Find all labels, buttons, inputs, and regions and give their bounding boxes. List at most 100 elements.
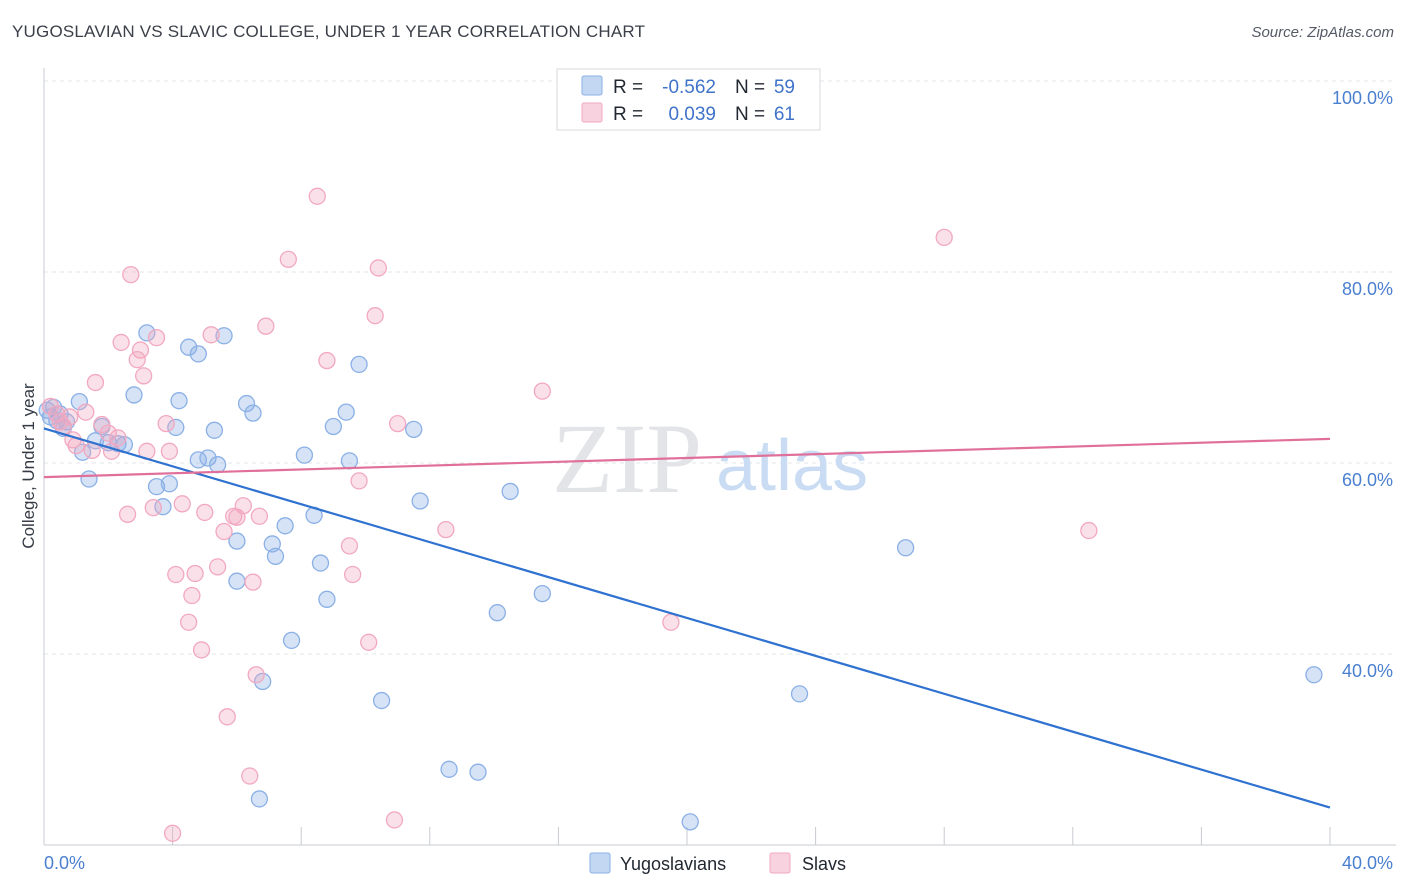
point-slavs [196, 503, 214, 522]
point-slavs [388, 414, 407, 433]
point-slavs [167, 565, 185, 584]
axes [43, 68, 1396, 846]
point-slavs [61, 408, 79, 426]
point-yugoslavians [228, 532, 246, 550]
point-slavs [318, 351, 336, 370]
point-yugoslavians [70, 392, 89, 411]
point-yugoslavians [790, 685, 809, 703]
y-tick-labels: 40.0% 60.0% 80.0% 100.0% [1332, 88, 1393, 681]
point-slavs [215, 522, 233, 541]
bottom-legend-label-yugoslavians: Yugoslavians [620, 854, 726, 874]
point-slavs [1080, 521, 1098, 540]
point-slavs [366, 307, 384, 325]
point-slavs [208, 558, 227, 576]
bottom-legend-swatch-yugoslavians [589, 852, 611, 874]
point-yugoslavians [411, 492, 429, 510]
point-slavs [51, 413, 69, 431]
point-yugoslavians [681, 813, 699, 831]
data-points [38, 187, 1323, 842]
point-yugoslavians [372, 691, 391, 710]
legend-r-value: 0.039 [668, 104, 716, 125]
point-slavs [160, 442, 179, 460]
y-tick-label: 40.0% [1342, 661, 1393, 681]
point-yugoslavians [311, 554, 330, 572]
point-slavs [109, 429, 127, 447]
series-yugoslavians [38, 324, 1323, 831]
point-slavs [533, 382, 551, 400]
series-slavs [41, 187, 1098, 842]
point-yugoslavians [228, 572, 246, 590]
bottom-legend-label-slavs: Slavs [802, 854, 846, 874]
point-yugoslavians [138, 324, 156, 342]
point-yugoslavians [208, 456, 227, 474]
point-slavs [144, 498, 162, 517]
point-slavs [935, 228, 953, 247]
point-yugoslavians [266, 547, 285, 566]
chart-title: YUGOSLAVIAN VS SLAVIC COLLEGE, UNDER 1 Y… [12, 22, 646, 41]
point-yugoslavians [167, 418, 185, 437]
trend-line-slavs [43, 437, 1331, 479]
point-yugoslavians [215, 327, 233, 345]
y-axis-label: College, Under 1 year [19, 383, 38, 549]
legend: R = -0.562 N = 59 R = 0.039 N = 61 [556, 68, 821, 131]
point-slavs [202, 326, 220, 344]
point-slavs [157, 414, 175, 433]
point-slavs [279, 250, 297, 269]
point-slavs [369, 259, 388, 277]
bottom-legend-swatch-slavs [769, 852, 791, 874]
point-yugoslavians [80, 470, 98, 488]
point-slavs [218, 708, 236, 726]
point-yugoslavians [340, 452, 359, 470]
point-slavs [131, 341, 150, 359]
point-yugoslavians [160, 475, 179, 493]
point-slavs [163, 824, 182, 842]
legend-row-slavs: R = 0.039 N = 61 [581, 102, 795, 125]
legend-n-label: N = [735, 104, 765, 125]
point-yugoslavians [318, 590, 336, 608]
point-slavs [234, 497, 252, 515]
watermark-atlas: atlas [716, 426, 868, 506]
point-slavs [186, 564, 204, 583]
point-yugoslavians [250, 790, 269, 808]
point-yugoslavians [237, 394, 256, 413]
point-yugoslavians [125, 386, 143, 404]
legend-swatch-yugoslavians [581, 75, 603, 96]
point-yugoslavians [533, 584, 551, 603]
bottom-legend: Yugoslavians Slavs [589, 852, 846, 874]
point-slavs [86, 373, 105, 392]
y-tick-label: 60.0% [1342, 470, 1393, 490]
point-slavs [112, 333, 130, 352]
point-yugoslavians [324, 417, 343, 436]
point-slavs [241, 767, 259, 785]
point-yugoslavians [896, 539, 915, 557]
legend-r-value: -0.562 [662, 77, 716, 98]
point-yugoslavians [469, 763, 487, 781]
point-slavs [183, 586, 201, 605]
point-yugoslavians [276, 517, 294, 535]
x-tick-label: 40.0% [1342, 853, 1393, 873]
point-yugoslavians [337, 403, 355, 421]
point-yugoslavians [350, 355, 368, 374]
point-slavs [173, 495, 191, 513]
point-slavs [385, 811, 404, 829]
point-slavs [128, 350, 146, 369]
point-slavs [350, 472, 368, 490]
point-slavs [192, 641, 211, 659]
point-slavs [99, 424, 117, 442]
point-slavs [244, 573, 262, 591]
point-slavs [437, 520, 455, 539]
point-slavs [257, 317, 275, 335]
point-yugoslavians [440, 760, 458, 778]
x-tick-labels: 0.0% 40.0% [44, 853, 1393, 873]
legend-row-yugoslavians: R = -0.562 N = 59 [581, 75, 795, 98]
point-yugoslavians [199, 449, 217, 467]
point-slavs [122, 265, 140, 284]
point-slavs [662, 613, 680, 631]
legend-n-label: N = [735, 77, 765, 98]
trend-line-yugoslavians [43, 427, 1331, 809]
point-yugoslavians [405, 420, 423, 438]
point-yugoslavians [282, 631, 301, 650]
point-slavs [250, 507, 269, 525]
point-slavs [118, 505, 137, 523]
point-slavs [343, 565, 362, 584]
